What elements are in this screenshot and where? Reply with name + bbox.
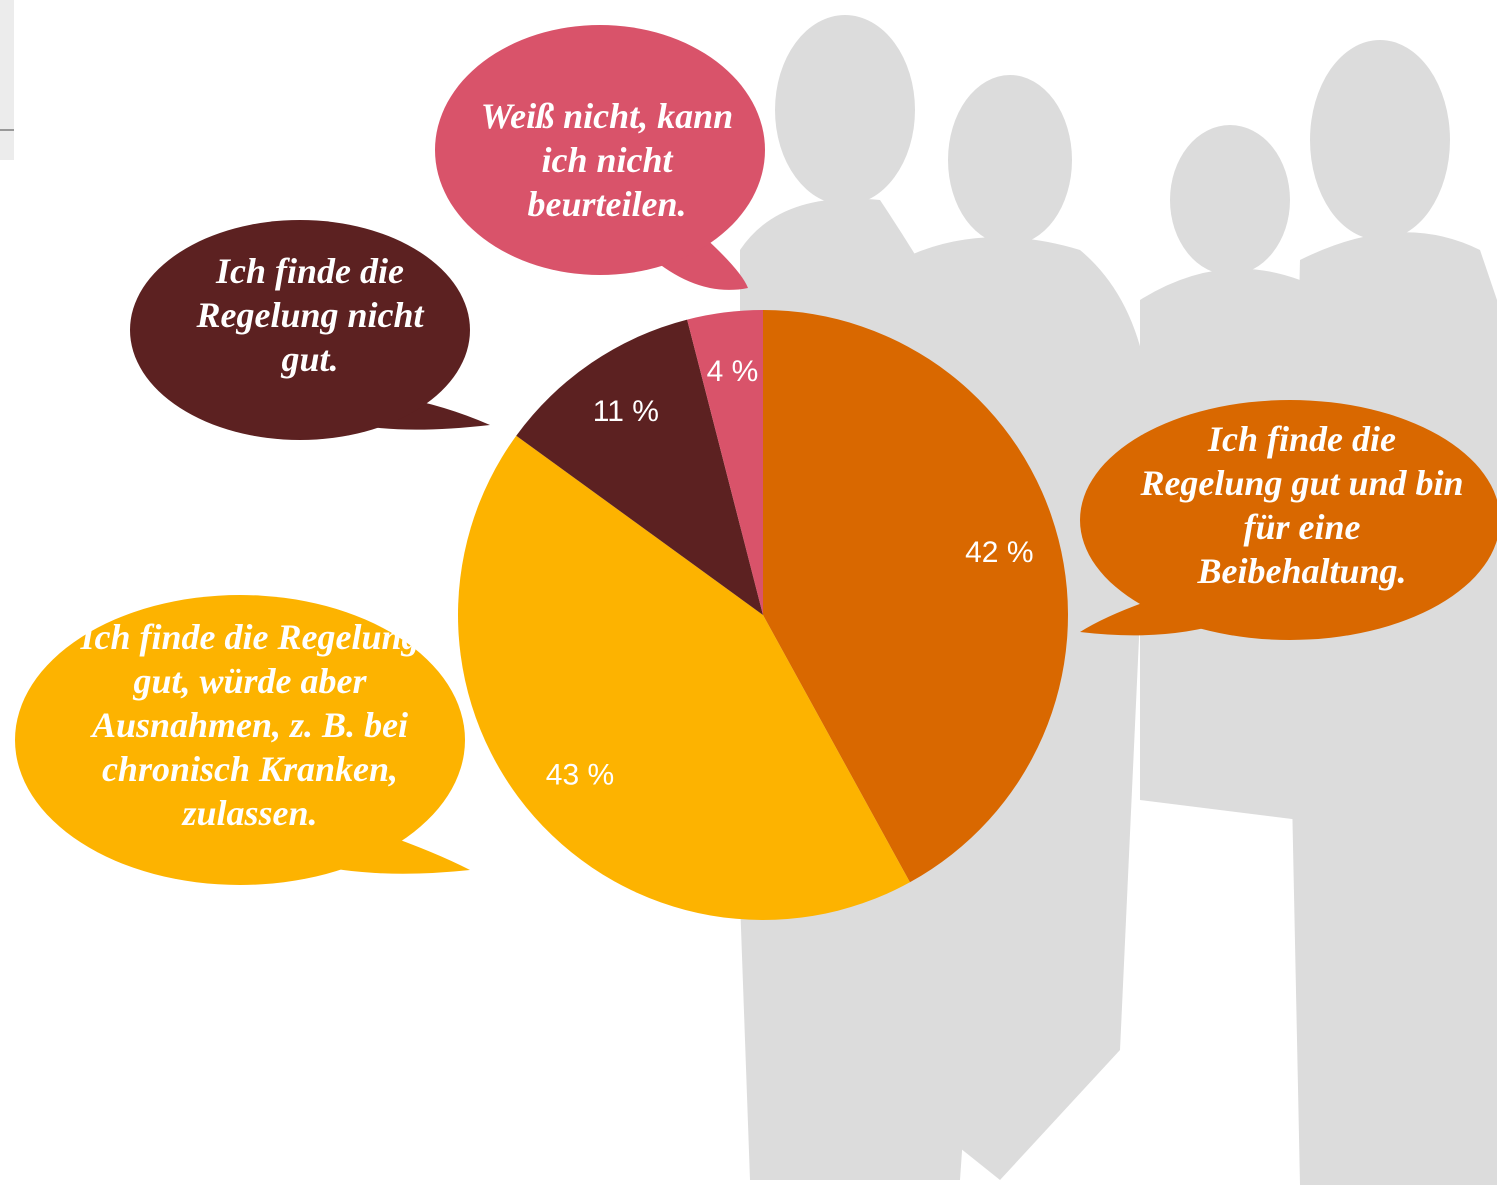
category-label: Ich finde die Regelung gut, würde aber A… <box>70 615 430 835</box>
slice-label: 42 % <box>965 536 1033 569</box>
slice-label: 43 % <box>546 758 614 791</box>
category-label: Weiß nicht, kann ich nicht beurteilen. <box>477 94 737 226</box>
slice-label: 11 % <box>593 395 659 428</box>
slice-label: 4 % <box>707 355 759 388</box>
page: 42 %43 %11 %4 % (() => { const data = JS… <box>0 0 1497 1185</box>
category-label: Ich finde die Regelung gut und bin für e… <box>1137 417 1467 593</box>
category-label: Ich finde die Regelung nicht gut. <box>195 249 425 381</box>
